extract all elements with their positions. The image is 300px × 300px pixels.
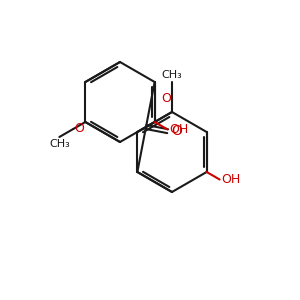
Text: OH: OH [222, 173, 241, 186]
Text: CH₃: CH₃ [162, 70, 182, 80]
Text: O: O [74, 122, 84, 136]
Text: CH₃: CH₃ [49, 139, 70, 149]
Text: O: O [161, 92, 171, 104]
Text: O: O [172, 124, 182, 138]
Text: OH: OH [169, 123, 189, 136]
